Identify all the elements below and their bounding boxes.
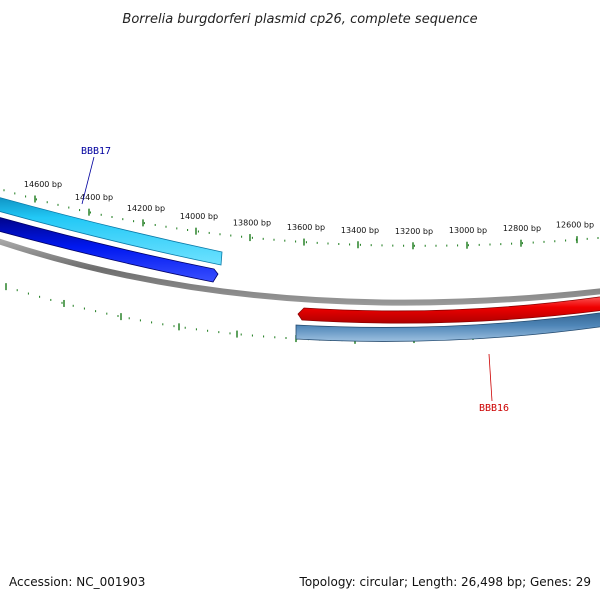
tick-label: 14000 bp — [180, 212, 218, 221]
backbone-arc — [0, 238, 600, 306]
bbb17-leader-line — [81, 156, 95, 205]
map-title: Borrelia burgdorferi plasmid cp26, compl… — [122, 12, 477, 27]
tick-label: 13200 bp — [395, 227, 433, 236]
tick-label: 14600 bp — [24, 180, 62, 189]
topology-summary-text: Topology: circular; Length: 26,498 bp; G… — [299, 575, 591, 589]
gene-bbb16b-feature[interactable] — [297, 294, 600, 324]
gene-bbb16-feature[interactable] — [295, 310, 600, 342]
tick-label: 13000 bp — [449, 226, 487, 235]
tick-label: 12800 bp — [503, 224, 541, 233]
tick-label: 14200 bp — [127, 204, 165, 213]
tick-label: 12600 bp — [556, 221, 594, 230]
outer-tick-ring: 14600 bp 14400 bp 14200 bp 14000 bp 13800 bp… — [3, 180, 599, 250]
bbb16-leader-line — [488, 353, 493, 402]
gene-bbb17-feature[interactable] — [0, 192, 223, 266]
tick-label: 13800 bp — [233, 219, 271, 228]
tick-label: 14400 bp — [75, 193, 113, 202]
tick-label: 13400 bp — [341, 226, 379, 235]
accession-text: Accession: NC_001903 — [9, 575, 145, 589]
gene-bbb18-feature[interactable] — [0, 212, 219, 283]
tick-label: 13600 bp — [287, 223, 325, 232]
gene-label-bbb17[interactable]: BBB17 — [81, 146, 111, 157]
gene-label-bbb16[interactable]: BBB16 — [479, 403, 509, 414]
